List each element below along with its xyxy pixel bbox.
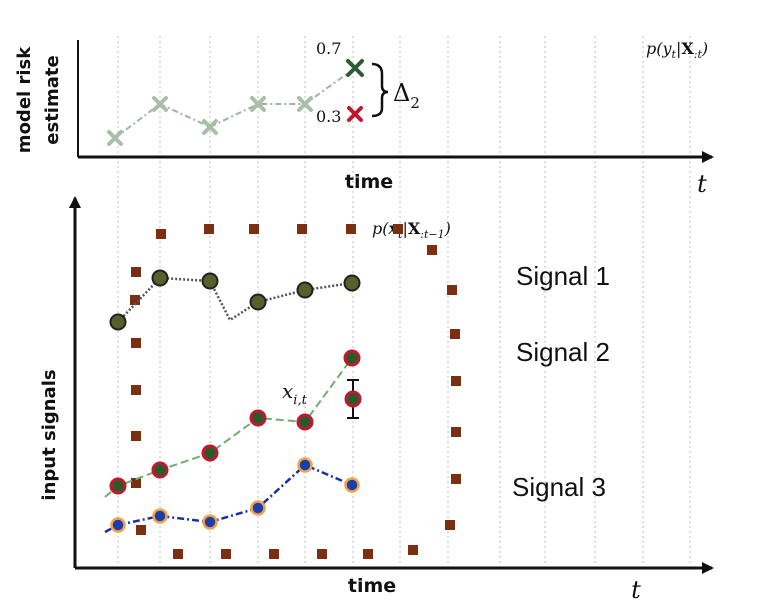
risk-marker (107, 130, 123, 146)
boundary-dot (131, 431, 141, 441)
boundary-dot (136, 525, 146, 535)
signal-point (151, 461, 169, 479)
boundary-dot (445, 520, 455, 530)
signal-point (296, 281, 314, 299)
prediction-boundary (130, 224, 461, 559)
boundary-dot (427, 245, 437, 255)
signal-point (110, 517, 126, 533)
signal-point (249, 293, 267, 311)
boundary-dot (204, 224, 214, 234)
boundary-dot (451, 427, 461, 437)
annotation-high: 0.7 (316, 39, 341, 58)
bottom-formula: p(xt|X:t−1) (372, 219, 451, 241)
top-formula: p(yt|X:t) (646, 39, 708, 61)
signal-3-points (110, 457, 360, 533)
boundary-dot (297, 224, 307, 234)
signal-point (152, 508, 168, 524)
risk-series-line (114, 67, 356, 139)
bottom-xlabel: time (348, 575, 396, 597)
point-label: xi,t (282, 379, 308, 408)
signal-point (201, 272, 219, 290)
signal-point (343, 274, 361, 292)
boundary-dot (317, 549, 327, 559)
signal-2-label: Signal 2 (516, 337, 610, 367)
boundary-dot (269, 549, 279, 559)
signal-point (344, 477, 360, 493)
annotation-low: 0.3 (316, 107, 341, 126)
boundary-dot (249, 224, 259, 234)
signal-point (109, 313, 127, 331)
boundary-dot (363, 549, 373, 559)
signal-1-label: Signal 1 (516, 261, 610, 291)
boundary-dot (450, 329, 460, 339)
risk-marker (152, 96, 168, 112)
boundary-dot (131, 478, 141, 488)
risk-marker (250, 96, 266, 112)
boundary-dot (393, 224, 403, 234)
boundary-dot (221, 549, 231, 559)
top-axis-t: t (697, 170, 707, 198)
risk-series-markers (107, 96, 313, 146)
bottom-panel: input signals time t p(xt|X:t−1) xi,t Si… (39, 196, 714, 604)
signal-point (250, 500, 266, 516)
signal-point (201, 444, 219, 462)
boundary-dot (130, 295, 140, 305)
boundary-dot (447, 285, 457, 295)
boundary-dot (156, 229, 166, 239)
risk-marker (297, 96, 313, 112)
top-xlabel: time (345, 171, 393, 193)
signal-point (296, 413, 314, 431)
boundary-dot (131, 267, 141, 277)
delta-label: Δ2 (393, 79, 420, 112)
signal-point (297, 457, 313, 473)
boundary-dot (451, 376, 461, 386)
top-ylabel-line1: model risk (14, 46, 35, 153)
top-ylabel-line2: estimate (42, 55, 63, 144)
signal-1-line (117, 276, 353, 323)
risk-low-marker (347, 106, 363, 122)
risk-high-marker (346, 59, 364, 77)
delta-brace (371, 62, 389, 118)
signal-2-line (104, 357, 353, 498)
signal-3-line (104, 463, 353, 534)
signal-point (109, 477, 127, 495)
boundary-dot (131, 385, 141, 395)
signal-point (202, 514, 218, 530)
boundary-dot (408, 545, 418, 555)
bottom-axis-t: t (631, 576, 641, 604)
top-panel: model risk estimate time t p(yt|X:t) 0.7… (14, 39, 714, 198)
boundary-dot (451, 474, 461, 484)
boundary-dot (173, 549, 183, 559)
boundary-dot (346, 224, 356, 234)
risk-marker (202, 119, 218, 135)
signal-3-label: Signal 3 (512, 472, 606, 502)
signal-point (151, 269, 169, 287)
signal-2-points (109, 349, 361, 495)
signal-1-points (109, 269, 361, 331)
bottom-ylabel: input signals (39, 369, 60, 500)
signal-point (249, 409, 267, 427)
predicted-point (344, 390, 362, 408)
signal-point (343, 349, 361, 367)
boundary-dot (131, 338, 141, 348)
